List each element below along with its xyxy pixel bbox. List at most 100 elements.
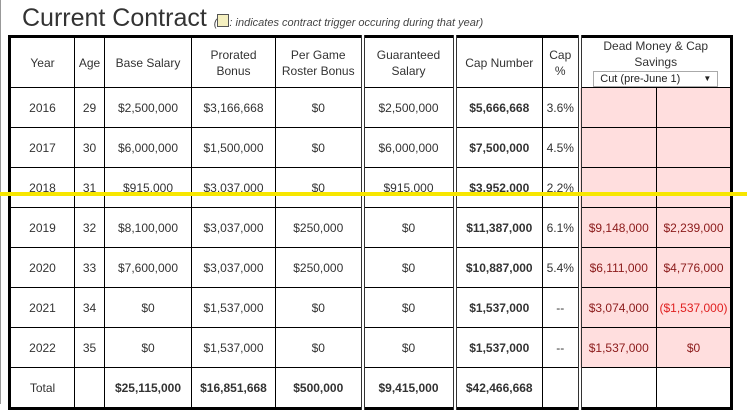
current-year-divider (0, 192, 747, 196)
table-cell (656, 167, 732, 209)
table-cell: -- (542, 327, 582, 369)
table-row: 2018 31 $915,000 $3,037,000 $0 $915,000 $3,952… (9, 167, 732, 209)
header-label: Base Salary (115, 55, 181, 70)
table-cell: $0 (275, 167, 365, 209)
table-cell: $6,111,000 (579, 247, 657, 289)
header-label: Guaranteed Salary (376, 47, 441, 78)
table-cell: 6.1% (542, 207, 582, 249)
table-cell: $0 (362, 327, 457, 369)
table-cell: $3,037,000 (191, 207, 276, 249)
table-cell: ($1,537,000) (656, 287, 732, 329)
table-cell: 31 (74, 167, 105, 209)
table-cell: $6,000,000 (362, 127, 457, 169)
header-label: Cap % (549, 47, 572, 78)
table-cell: $9,415,000 (362, 367, 457, 410)
table-cell: $42,466,668 (454, 367, 543, 410)
table-cell (542, 367, 582, 410)
column-header: Cap Number (454, 35, 543, 89)
table-cell (579, 367, 657, 410)
table-row: 2022 35 $0 $1,537,000 $0 $0 $1,537,000 -- $1,537… (9, 327, 732, 369)
column-header: Guaranteed Salary (362, 35, 457, 89)
table-cell: $2,500,000 (362, 87, 457, 129)
table-cell: 2022 (9, 327, 75, 369)
column-header: Per Game Roster Bonus (275, 35, 365, 89)
table-cell: $915,000 (104, 167, 192, 209)
contract-trigger-icon (217, 14, 230, 27)
title-text: Current Contract (22, 4, 207, 32)
table-cell: $6,000,000 (104, 127, 192, 169)
table-cell: $25,115,000 (104, 367, 192, 410)
table-cell: $3,166,668 (191, 87, 276, 129)
table-cell: 34 (74, 287, 105, 329)
table-cell (579, 127, 657, 169)
column-header: Cap % (542, 35, 582, 89)
table-cell: $3,037,000 (191, 167, 276, 209)
page-border (0, 0, 1, 404)
contract-table: Year Age Base Salary Prorated Bonus Per Game… (8, 35, 733, 410)
table-row: 2021 34 $0 $1,537,000 $0 $0 $1,537,000 -- $3,074… (9, 287, 732, 329)
table-cell: $0 (104, 327, 192, 369)
header-label: Year (30, 55, 55, 70)
section-title: Current Contract (: indicates contract t… (22, 4, 483, 33)
table-cell: $0 (104, 287, 192, 329)
table-cell: 2017 (9, 127, 75, 169)
table-cell: 4.5% (542, 127, 582, 169)
table-row: 2017 30 $6,000,000 $1,500,000 $0 $6,000,000 $7… (9, 127, 732, 169)
table-cell (579, 167, 657, 209)
table-cell: $7,500,000 (454, 127, 543, 169)
table-cell: 2018 (9, 167, 75, 209)
table-cell: $0 (275, 287, 365, 329)
table-cell: 29 (74, 87, 105, 129)
table-cell: $250,000 (275, 247, 365, 289)
table-cell: $1,537,000 (191, 327, 276, 369)
column-header: Base Salary (104, 35, 192, 89)
select-value: Cut (pre-June 1) (600, 73, 681, 86)
table-cell (74, 367, 105, 410)
table-cell: $0 (275, 127, 365, 169)
table-cell (656, 127, 732, 169)
table-cell: 5.4% (542, 247, 582, 289)
table-cell: $3,952,000 (454, 167, 543, 209)
table-cell: $0 (362, 207, 457, 249)
total-row: Total $25,115,000 $16,851,668 $500,000 $9,41… (9, 367, 732, 410)
table-cell: $0 (275, 87, 365, 129)
header-label: Age (78, 55, 101, 70)
table-cell: -- (542, 287, 582, 329)
table-cell: 3.6% (542, 87, 582, 129)
table-cell: $1,537,000 (191, 287, 276, 329)
table-cell: $1,537,000 (454, 287, 543, 329)
table-cell: 30 (74, 127, 105, 169)
table-cell: 2016 (9, 87, 75, 129)
table-cell: $4,776,000 (656, 247, 732, 289)
table-cell: $7,600,000 (104, 247, 192, 289)
header-label: Prorated Bonus (210, 47, 257, 78)
table-cell: $3,074,000 (579, 287, 657, 329)
table-cell: $250,000 (275, 207, 365, 249)
table-cell: $0 (656, 327, 732, 369)
trigger-note: (: indicates contract trigger occuring d… (214, 14, 483, 29)
table-cell: 2.2% (542, 167, 582, 209)
table-cell: 2021 (9, 287, 75, 329)
table-cell: $3,037,000 (191, 247, 276, 289)
table-cell: $1,537,000 (579, 327, 657, 369)
table-cell: $2,500,000 (104, 87, 192, 129)
table-cell: $16,851,668 (191, 367, 276, 410)
table-cell: $5,666,668 (454, 87, 543, 129)
column-header: Prorated Bonus (191, 35, 276, 89)
table-cell: $0 (362, 287, 457, 329)
note-text: : indicates contract trigger occuring du… (229, 17, 480, 29)
table-cell: $1,500,000 (191, 127, 276, 169)
header-label: Per Game Roster Bonus (281, 47, 355, 78)
dead-money-scenario-select[interactable]: Cut (pre-June 1) ▼ (593, 71, 719, 88)
table-cell: $2,239,000 (656, 207, 732, 249)
table-row: 2020 33 $7,600,000 $3,037,000 $250,000 $0 $10,… (9, 247, 732, 289)
table-row: 2016 29 $2,500,000 $3,166,668 $0 $2,500,000 $5… (9, 87, 732, 129)
table-cell: $915,000 (362, 167, 457, 209)
table-cell (579, 87, 657, 129)
table-cell: $0 (275, 327, 365, 369)
table-cell: $11,387,000 (454, 207, 543, 249)
table-cell: 35 (74, 327, 105, 369)
table-cell: $0 (362, 247, 457, 289)
table-cell (656, 87, 732, 129)
table-cell: $1,537,000 (454, 327, 543, 369)
